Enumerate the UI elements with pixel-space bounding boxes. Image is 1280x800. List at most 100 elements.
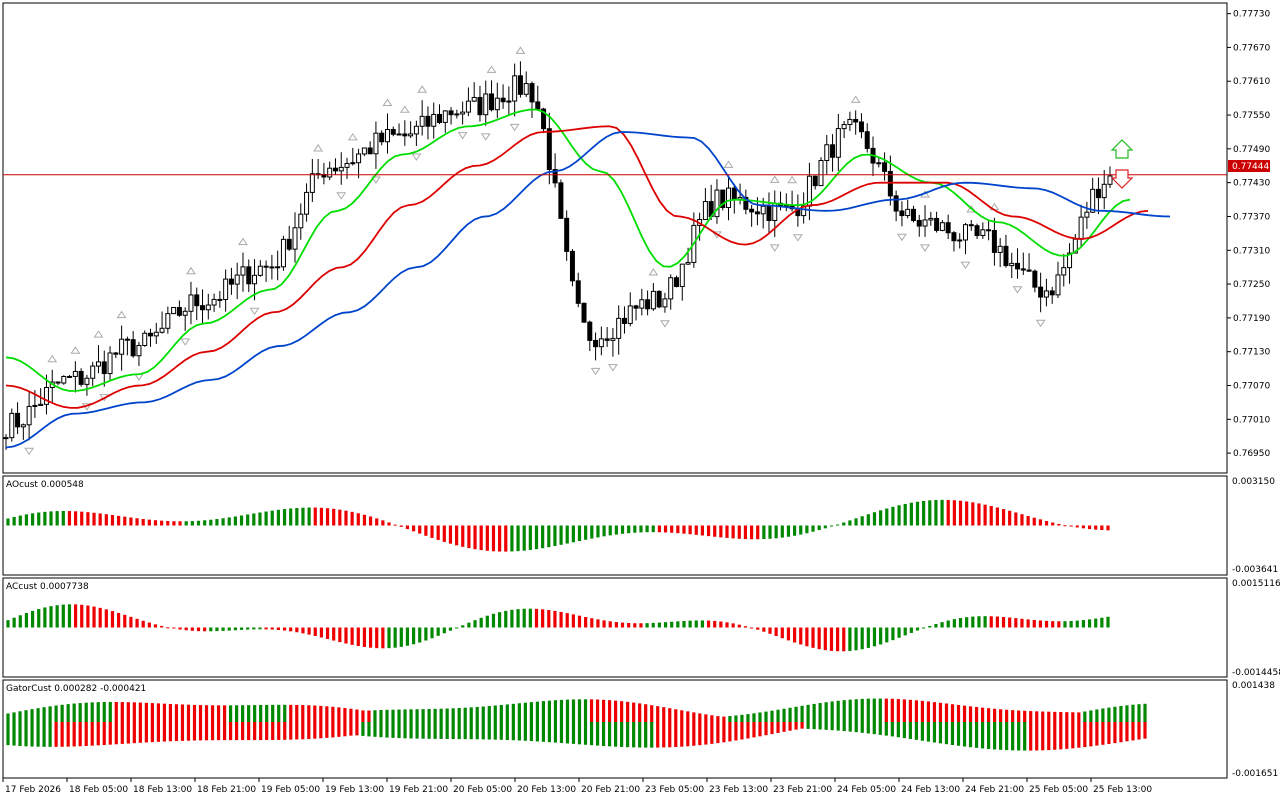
ao-bar: [528, 525, 532, 550]
ac-bar: [922, 627, 926, 629]
gator-up-bar: [650, 705, 654, 722]
gator-down-bar: [247, 722, 251, 741]
ac-bar: [49, 606, 53, 628]
gator-up-bar: [1131, 704, 1135, 722]
gator-down-bar: [626, 722, 630, 748]
ac-bar: [792, 627, 797, 643]
ao-bar: [811, 525, 815, 532]
ao-bar: [258, 512, 262, 526]
candle-body: [1090, 188, 1096, 213]
gator-down-bar: [307, 722, 311, 740]
ac-bar: [436, 627, 440, 636]
gator-up-bar: [481, 706, 485, 722]
candle-body: [581, 302, 587, 323]
gator-up-bar: [974, 707, 979, 722]
ao-bar: [879, 510, 883, 526]
gator-up-bar: [259, 704, 263, 722]
gator-down-bar: [1113, 722, 1117, 744]
candle-body: [546, 128, 552, 171]
candle-body: [15, 412, 21, 428]
gator-up-bar: [198, 705, 203, 722]
gator-down-bar: [830, 722, 834, 731]
candle-body: [650, 290, 656, 310]
price-tick-label: 0.77310: [1233, 246, 1270, 256]
gator-up-bar: [120, 702, 124, 722]
gator-down-bar: [589, 722, 594, 746]
ac-bar: [61, 604, 65, 628]
gator-up-bar: [475, 706, 479, 722]
ao-bar: [1038, 519, 1043, 526]
ao-bar: [461, 525, 465, 547]
gator-down-bar: [174, 722, 179, 742]
gator-up-bar: [535, 701, 539, 722]
candle-body: [621, 317, 627, 324]
gator-up-bar: [614, 700, 618, 722]
ac-bar: [842, 627, 846, 652]
ac-bar: [971, 616, 975, 628]
ac-bar: [584, 616, 588, 628]
ac-bar: [749, 627, 754, 629]
gator-up-bar: [1095, 709, 1099, 722]
ao-bar: [848, 520, 852, 526]
fractal-up-icon: [769, 175, 780, 183]
fractal-up-icon: [382, 98, 393, 106]
ac-bar: [547, 610, 551, 628]
gator-up-bar: [1119, 705, 1123, 722]
gator-down-bar: [367, 722, 371, 737]
ao-bar: [12, 516, 16, 526]
gator-down-bar: [686, 722, 690, 747]
ac-bar: [879, 627, 883, 645]
ao-bar: [817, 525, 821, 531]
gator-up-bar: [993, 708, 997, 722]
candle-body: [494, 97, 500, 111]
price-tick-label: 0.77130: [1233, 348, 1270, 358]
ao-bar: [55, 511, 59, 526]
ac-bar: [467, 622, 471, 628]
ac-bar: [541, 609, 545, 628]
candle-body: [367, 147, 373, 155]
gator-down-bar: [30, 722, 34, 747]
ao-bar: [547, 525, 551, 548]
candle-body: [90, 365, 96, 379]
candle-body: [159, 327, 165, 333]
gator-up-bar: [788, 707, 792, 722]
gator-up-bar: [740, 714, 744, 722]
price-tick-label: 0.77250: [1233, 280, 1270, 290]
fractal-up-icon: [47, 354, 58, 363]
ac-bar: [479, 617, 483, 628]
ac-bar: [258, 627, 262, 630]
candle-body: [344, 163, 350, 168]
ao-bar: [725, 525, 729, 538]
ao-bar: [1044, 520, 1049, 526]
ac-bar: [940, 622, 944, 628]
gator-down-bar: [860, 722, 864, 733]
gator-up-bar: [186, 704, 191, 722]
candle-body: [639, 299, 645, 309]
gator-up-bar: [583, 699, 588, 722]
candle-body: [338, 166, 344, 172]
gator-up-bar: [493, 705, 497, 722]
ac-bar: [418, 627, 422, 643]
gator-down-bar: [72, 722, 76, 747]
ao-bar: [356, 513, 360, 526]
ao-bar: [639, 525, 643, 533]
candle-body: [517, 75, 523, 95]
gator-down-bar: [734, 722, 738, 741]
ac-bar: [92, 606, 96, 628]
candlestick-series: [3, 61, 1113, 450]
gator-up-bar: [529, 702, 533, 722]
ao-bar: [368, 516, 373, 526]
gator-up-bar: [451, 708, 455, 722]
price-tick-label: 0.77070: [1233, 381, 1270, 391]
ao-bar: [952, 500, 956, 526]
time-tick-label: 20 Feb 21:00: [581, 785, 640, 795]
ac-bar: [817, 627, 821, 650]
gator-down-bar: [108, 722, 112, 745]
ao-bar: [86, 512, 90, 526]
gator-up-bar: [343, 708, 347, 722]
gator-down-bar: [517, 722, 521, 741]
candle-body: [529, 83, 535, 103]
ao-bar: [1069, 525, 1073, 527]
gator-up-bar: [216, 705, 221, 722]
